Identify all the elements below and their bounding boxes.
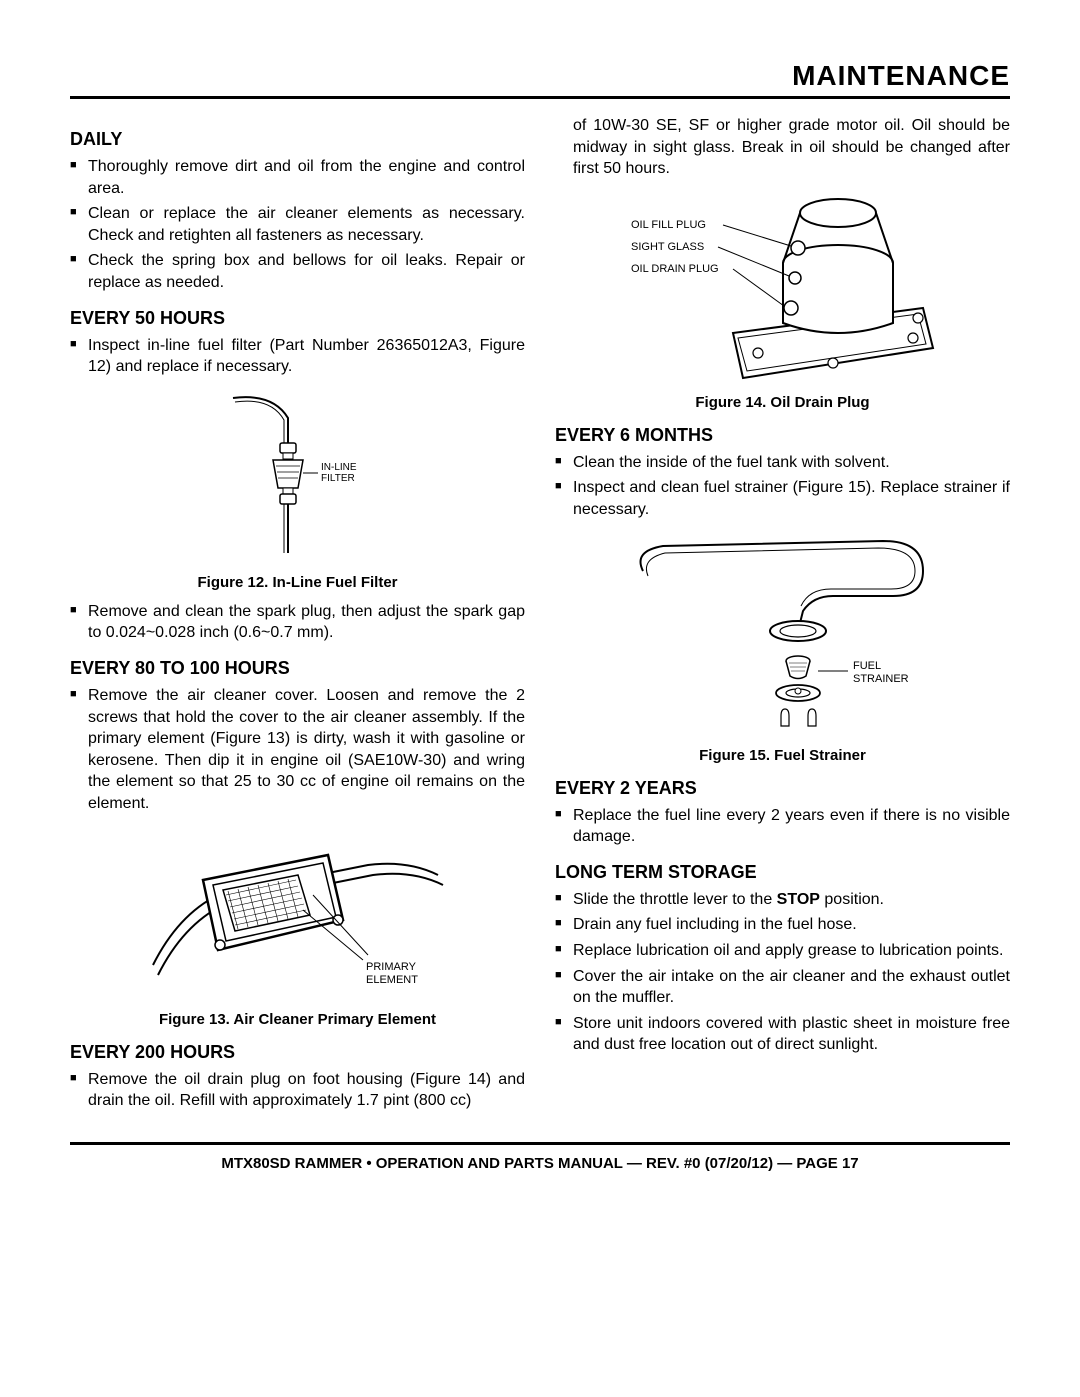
list-item: Store unit indoors covered with plastic … [555, 1013, 1010, 1056]
heading-6months: EVERY 6 MONTHS [555, 425, 1010, 446]
fig12-label: IN-LINE [321, 462, 357, 473]
fig14-caption: Figure 14. Oil Drain Plug [555, 394, 1010, 411]
heading-80hrs: EVERY 80 TO 100 HOURS [70, 658, 525, 679]
figure-15: FUEL STRAINER [555, 531, 1010, 741]
list-item: Inspect in-line fuel filter (Part Number… [70, 335, 525, 378]
list-item: Clean or replace the air cleaner element… [70, 203, 525, 246]
list-item: Replace the fuel line every 2 years even… [555, 805, 1010, 848]
fig14-label-1: OIL FILL PLUG [631, 219, 706, 231]
list-80hrs: Remove the air cleaner cover. Loosen and… [70, 685, 525, 815]
figure-14: OIL FILL PLUG SIGHT GLASS OIL DRAIN PLUG [555, 188, 1010, 388]
fig14-label-2: SIGHT GLASS [631, 241, 704, 253]
heading-200hrs: EVERY 200 HOURS [70, 1042, 525, 1063]
continuation-text: of 10W-30 SE, SF or higher grade motor o… [555, 115, 1010, 180]
list-item: Check the spring box and bellows for oil… [70, 250, 525, 293]
list-50hrs: Inspect in-line fuel filter (Part Number… [70, 335, 525, 378]
svg-text:ELEMENT: ELEMENT [366, 974, 418, 986]
left-column: DAILY Thoroughly remove dirt and oil fro… [70, 115, 525, 1122]
figure-13: PRIMARY ELEMENT [70, 825, 525, 1005]
list-daily: Thoroughly remove dirt and oil from the … [70, 156, 525, 294]
content-columns: DAILY Thoroughly remove dirt and oil fro… [70, 115, 1010, 1122]
fig14-label-3: OIL DRAIN PLUG [631, 263, 719, 275]
list-item: Remove and clean the spark plug, then ad… [70, 601, 525, 644]
right-column: of 10W-30 SE, SF or higher grade motor o… [555, 115, 1010, 1122]
heading-daily: DAILY [70, 129, 525, 150]
list-200hrs: Remove the oil drain plug on foot housin… [70, 1069, 525, 1112]
heading-storage: LONG TERM STORAGE [555, 862, 1010, 883]
page-footer: MTX80SD RAMMER • OPERATION AND PARTS MAN… [70, 1142, 1010, 1172]
fig13-caption: Figure 13. Air Cleaner Primary Element [70, 1011, 525, 1028]
list-item: Drain any fuel including in the fuel hos… [555, 914, 1010, 936]
list-item: Clean the inside of the fuel tank with s… [555, 452, 1010, 474]
figure-12: IN-LINE FILTER [70, 388, 525, 568]
svg-text:FILTER: FILTER [321, 473, 355, 484]
page-title: MAINTENANCE [70, 60, 1010, 99]
list-storage: Slide the throttle lever to the STOP pos… [555, 889, 1010, 1056]
list-item: Replace lubrication oil and apply grease… [555, 940, 1010, 962]
fig15-label: FUEL [853, 660, 881, 672]
list-item: Remove the oil drain plug on foot housin… [70, 1069, 525, 1112]
svg-text:STRAINER: STRAINER [853, 673, 909, 685]
fig12-caption: Figure 12. In-Line Fuel Filter [70, 574, 525, 591]
list-item: Inspect and clean fuel strainer (Figure … [555, 477, 1010, 520]
list-2years: Replace the fuel line every 2 years even… [555, 805, 1010, 848]
list-item: Thoroughly remove dirt and oil from the … [70, 156, 525, 199]
list-item: Cover the air intake on the air cleaner … [555, 966, 1010, 1009]
heading-2years: EVERY 2 YEARS [555, 778, 1010, 799]
list-50hrs-2: Remove and clean the spark plug, then ad… [70, 601, 525, 644]
heading-50hrs: EVERY 50 HOURS [70, 308, 525, 329]
list-6months: Clean the inside of the fuel tank with s… [555, 452, 1010, 521]
list-item: Remove the air cleaner cover. Loosen and… [70, 685, 525, 815]
fig13-label: PRIMARY [366, 961, 417, 973]
fig15-caption: Figure 15. Fuel Strainer [555, 747, 1010, 764]
list-item: Slide the throttle lever to the STOP pos… [555, 889, 1010, 911]
